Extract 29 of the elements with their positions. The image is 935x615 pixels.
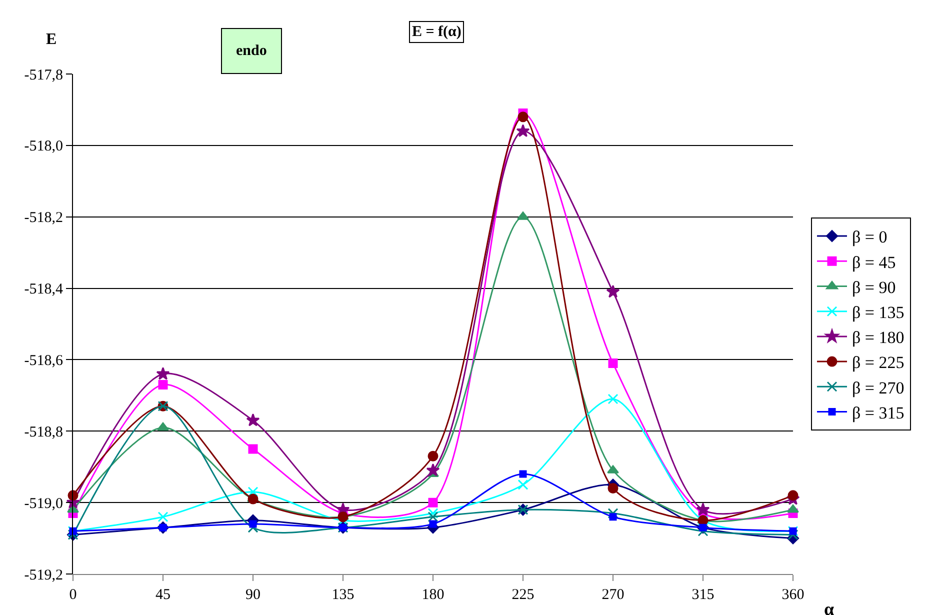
y-tick-label: -518,0 (24, 138, 63, 155)
y-tick-label: -519,0 (24, 496, 63, 512)
legend-label: β = 135 (852, 302, 904, 322)
legend-label: β = 225 (852, 353, 904, 372)
x-tick-label: 90 (246, 587, 260, 603)
text: endo (236, 43, 267, 59)
x-tick-label: 225 (512, 587, 534, 603)
legend-label: β = 45 (852, 252, 896, 272)
y-tick-label: -518,2 (24, 210, 63, 226)
x-tick-label: 360 (782, 587, 804, 603)
y-tick-label: -518,8 (24, 424, 63, 440)
x-tick-label: 315 (692, 587, 714, 603)
y-axis-title: E (46, 31, 57, 48)
legend-label: β = 270 (852, 378, 904, 398)
x-tick-label: 270 (602, 587, 624, 603)
x-tick-label: 180 (422, 587, 444, 603)
legend-label: β = 90 (852, 278, 896, 297)
y-tick-label: -518,6 (24, 352, 64, 369)
x-tick-label: 45 (156, 587, 170, 603)
x-tick-label: 0 (69, 587, 77, 603)
y-tick-label: -518,4 (24, 282, 64, 298)
y-tick-label: -517,8 (24, 67, 63, 84)
x-tick-label: 135 (332, 587, 354, 603)
text: E = f(α) (412, 24, 462, 40)
legend-label: β = 0 (852, 228, 888, 247)
x-axis-title: α (824, 599, 834, 615)
legend-label: β = 315 (852, 403, 904, 422)
legend-label: β = 180 (852, 328, 904, 348)
y-tick-label: -519,2 (24, 567, 63, 584)
